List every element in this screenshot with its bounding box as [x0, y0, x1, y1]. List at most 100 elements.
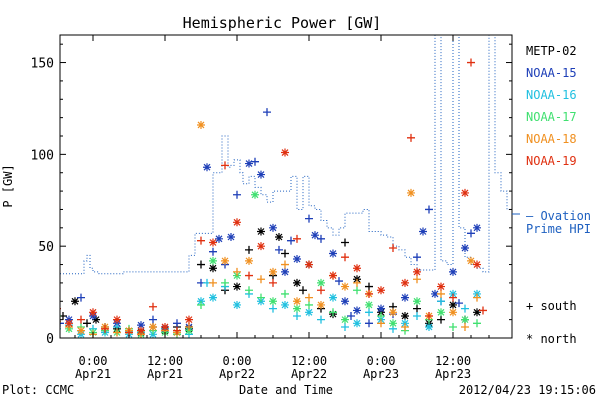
- x-tick-label-date: Apr23: [435, 367, 471, 381]
- point-south-noaa-17: [473, 319, 481, 328]
- point-north-noaa-17: [341, 315, 349, 324]
- point-north-noaa-15: [353, 306, 361, 315]
- point-south-noaa-15: [233, 190, 241, 199]
- point-south-noaa-18: [257, 275, 265, 284]
- point-south-noaa-16: [293, 311, 301, 320]
- point-north-metp-02: [50, 308, 58, 316]
- point-south-noaa-19: [101, 324, 109, 333]
- point-south-noaa-18: [437, 289, 445, 298]
- point-north-noaa-19: [473, 260, 481, 269]
- point-south-noaa-17: [245, 286, 253, 295]
- point-south-noaa-18: [413, 275, 421, 284]
- point-north-noaa-18: [245, 256, 253, 265]
- x-tick-label-time: 12:00: [291, 354, 327, 368]
- point-north-noaa-15: [293, 255, 301, 264]
- point-north-noaa-16: [425, 322, 433, 331]
- point-north-noaa-15: [281, 267, 289, 276]
- point-south-noaa-15: [467, 229, 475, 238]
- point-north-noaa-19: [353, 264, 361, 273]
- point-south-noaa-15: [335, 277, 343, 286]
- footer-timestamp: 2012/04/23 19:15:06: [459, 383, 596, 397]
- x-tick-label-time: 0:00: [367, 354, 396, 368]
- point-north-noaa-16: [353, 319, 361, 328]
- point-north-metp-02: [233, 282, 241, 291]
- point-south-metp-02: [413, 304, 421, 313]
- point-south-metp-02: [197, 260, 205, 269]
- point-north-noaa-16: [305, 308, 313, 317]
- point-north-noaa-18: [269, 267, 277, 276]
- point-north-noaa-18: [389, 308, 397, 317]
- point-south-noaa-16: [413, 311, 421, 320]
- point-south-noaa-19: [407, 133, 415, 142]
- point-south-noaa-17: [221, 278, 229, 287]
- point-south-noaa-19: [221, 161, 229, 170]
- axes: 0501001500:00Apr2112:00Apr210:00Apr2212:…: [31, 34, 520, 381]
- point-south-metp-02: [281, 249, 289, 258]
- x-tick-label-time: 0:00: [79, 354, 108, 368]
- legend-entry-noaa-16: NOAA-16: [526, 88, 577, 102]
- point-north-metp-02: [449, 300, 457, 309]
- plot-frame: [59, 34, 513, 339]
- point-north-noaa-15: [449, 267, 457, 276]
- point-north-noaa-15: [215, 234, 223, 243]
- point-north-noaa-15: [329, 249, 337, 258]
- point-north-noaa-15: [377, 304, 385, 313]
- y-tick-label: 50: [38, 240, 54, 255]
- point-north-noaa-19: [413, 267, 421, 276]
- point-north-noaa-18: [221, 256, 229, 265]
- point-south-noaa-18: [305, 293, 313, 302]
- point-north-noaa-17: [251, 190, 259, 199]
- point-north-noaa-15: [401, 293, 409, 302]
- point-south-noaa-19: [197, 236, 205, 245]
- point-north-metp-02: [257, 227, 265, 236]
- point-south-noaa-15: [347, 311, 355, 320]
- point-south-noaa-17: [257, 293, 265, 302]
- x-tick-label-date: Apr21: [147, 367, 183, 381]
- x-tick-label-time: 12:00: [147, 354, 183, 368]
- point-south-noaa-16: [341, 322, 349, 331]
- point-south-metp-02: [341, 238, 349, 247]
- point-north-noaa-19: [401, 278, 409, 287]
- point-north-noaa-18: [407, 188, 415, 197]
- point-north-noaa-19: [137, 326, 145, 335]
- point-north-metp-02: [275, 233, 283, 241]
- point-north-noaa-18: [77, 326, 85, 335]
- point-north-noaa-15: [431, 289, 439, 298]
- point-north-noaa-19: [65, 319, 73, 328]
- point-north-noaa-16: [209, 293, 217, 302]
- point-north-noaa-17: [269, 297, 277, 306]
- point-south-noaa-15: [455, 299, 463, 308]
- point-south-noaa-19: [269, 278, 277, 287]
- point-south-noaa-19: [149, 302, 157, 311]
- point-north-noaa-17: [293, 304, 301, 313]
- point-south-noaa-16: [269, 304, 277, 313]
- point-north-noaa-19: [113, 315, 121, 324]
- point-south-noaa-19: [479, 306, 487, 315]
- point-south-noaa-18: [185, 322, 193, 331]
- point-south-noaa-19: [245, 271, 253, 280]
- point-north-noaa-18: [341, 282, 349, 291]
- legend-ovation-line1: — Ovation: [526, 209, 591, 223]
- x-tick-label-date: Apr23: [363, 367, 399, 381]
- point-north-noaa-18: [317, 300, 325, 309]
- point-north-noaa-15: [311, 231, 319, 240]
- point-north-noaa-19: [161, 322, 169, 331]
- legend-ovation-line2: Prime HPI: [526, 222, 591, 236]
- point-north-noaa-18: [293, 297, 301, 306]
- y-tick-label: 100: [31, 148, 54, 163]
- point-south-noaa-18: [401, 322, 409, 331]
- point-north-metp-02: [71, 297, 79, 306]
- point-south-metp-02: [437, 315, 445, 324]
- series-noaa-15: [60, 108, 481, 337]
- point-south-noaa-19: [341, 253, 349, 262]
- point-north-noaa-19: [377, 286, 385, 295]
- x-tick-label-time: 12:00: [435, 354, 471, 368]
- x-tick-label-date: Apr22: [219, 367, 255, 381]
- point-north-noaa-18: [149, 322, 157, 331]
- point-north-noaa-17: [209, 256, 217, 265]
- point-south-noaa-15: [77, 293, 85, 302]
- chart-title: Hemispheric Power [GW]: [183, 14, 382, 32]
- legend: — Ovation Prime HPI + south * north METP…: [526, 44, 591, 346]
- point-north-noaa-17: [365, 300, 373, 309]
